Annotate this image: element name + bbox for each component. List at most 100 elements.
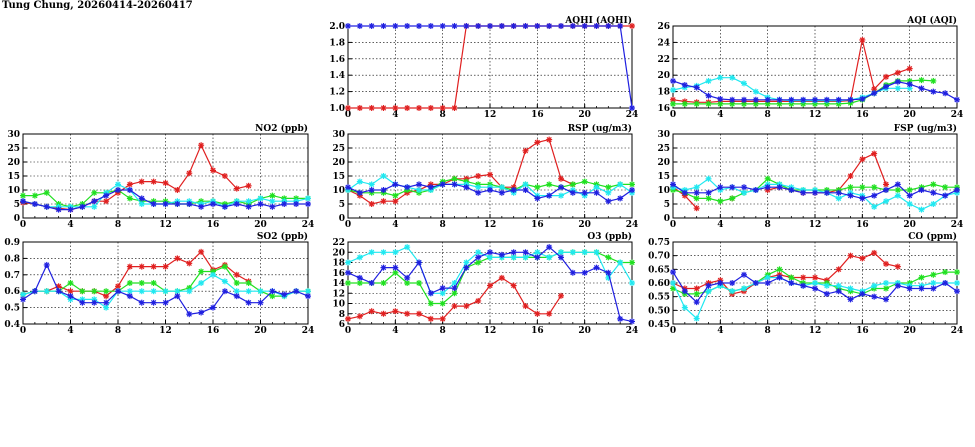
- marker-stroke: [558, 254, 564, 260]
- marker-stroke: [930, 88, 936, 95]
- data-point: [233, 293, 240, 300]
- marker-stroke: [812, 190, 818, 196]
- data-point: [693, 195, 700, 202]
- y-tick-label: 24: [657, 38, 670, 48]
- data-point: [800, 282, 807, 289]
- data-point: [823, 96, 830, 103]
- marker-stroke: [162, 300, 169, 306]
- data-point: [894, 263, 901, 270]
- data-point: [368, 249, 375, 256]
- data-point: [245, 299, 252, 306]
- marker-stroke: [670, 181, 676, 188]
- data-point: [918, 85, 925, 92]
- marker-stroke: [918, 285, 925, 292]
- marker-stroke: [871, 192, 877, 199]
- data-point: [522, 181, 529, 188]
- marker-stroke: [895, 79, 901, 85]
- data-point: [717, 184, 724, 191]
- marker-stroke: [570, 23, 576, 29]
- y-tick-label: 10: [332, 186, 345, 196]
- marker-stroke: [582, 178, 588, 185]
- marker-stroke: [91, 288, 97, 294]
- data-point: [693, 285, 700, 292]
- data-point: [729, 184, 736, 191]
- data-point: [368, 201, 375, 207]
- y-tick-label: 0: [339, 214, 345, 224]
- data-point: [847, 184, 854, 191]
- marker-stroke: [558, 293, 564, 299]
- data-point: [812, 280, 818, 286]
- marker-stroke: [694, 190, 700, 196]
- data-point: [812, 96, 818, 103]
- marker-stroke: [907, 201, 913, 207]
- data-point: [162, 288, 169, 295]
- y-tick-label: 20: [332, 158, 345, 168]
- marker-stroke: [765, 176, 771, 182]
- data-point: [629, 23, 635, 29]
- data-point: [416, 23, 422, 29]
- marker-stroke: [79, 300, 85, 306]
- data-point: [764, 280, 771, 286]
- chart-so2: 0.4 0.5 0.6 0.7 0.8 0.9 0 4 8 12 16 20 24 SO2 (ppb): [4, 231, 314, 336]
- x-tick-label: 0: [345, 110, 351, 120]
- data-point: [681, 82, 688, 89]
- data-point: [404, 105, 411, 111]
- data-point: [67, 206, 74, 213]
- marker-stroke: [115, 288, 121, 294]
- y-tick-label: 16: [332, 269, 345, 279]
- data-point: [823, 290, 830, 297]
- marker-stroke: [800, 190, 806, 196]
- marker-stroke: [428, 105, 434, 111]
- marker-stroke: [198, 204, 204, 210]
- data-point: [115, 181, 121, 188]
- data-point: [859, 36, 866, 43]
- y-tick-label: 0: [14, 214, 20, 224]
- marker-stroke: [269, 293, 275, 299]
- marker-stroke: [954, 269, 960, 275]
- data-point: [510, 254, 517, 261]
- marker-stroke: [127, 293, 133, 299]
- x-tick-label: 12: [484, 326, 497, 336]
- y-tick-label: 30: [657, 130, 670, 140]
- marker-stroke: [369, 23, 375, 29]
- x-tick-label: 20: [578, 326, 591, 336]
- data-point: [605, 23, 612, 29]
- plot-frame: [672, 25, 958, 109]
- data-point: [835, 195, 842, 202]
- marker-stroke: [570, 181, 576, 188]
- x-tick-label: 8: [440, 326, 446, 336]
- y-tick-label: 15: [332, 172, 345, 182]
- data-point: [427, 23, 434, 29]
- data-point: [629, 105, 635, 111]
- marker-stroke: [487, 249, 493, 255]
- x-tick-label: 24: [626, 326, 639, 336]
- data-point: [883, 280, 889, 286]
- marker-stroke: [741, 97, 747, 103]
- data-point: [741, 184, 747, 191]
- data-point: [752, 96, 759, 103]
- x-tick-label: 20: [578, 110, 591, 120]
- marker-stroke: [174, 293, 180, 299]
- marker-stroke: [859, 156, 865, 162]
- marker-stroke: [222, 278, 228, 284]
- marker-stroke: [800, 97, 806, 103]
- data-point: [451, 181, 458, 188]
- marker-stroke: [380, 265, 387, 271]
- data-point: [894, 192, 901, 199]
- data-point: [741, 80, 747, 87]
- marker-stroke: [392, 192, 398, 199]
- plot-frame: [22, 241, 309, 325]
- marker-stroke: [593, 190, 600, 196]
- data-point: [257, 201, 264, 207]
- data-point: [67, 293, 74, 300]
- chart-aqi: 16 18 20 22 24 26 0 4 8 12 16 20 24 AQI (AQI): [657, 15, 963, 120]
- x-tick-label: 16: [856, 220, 869, 230]
- data-point: [569, 189, 576, 196]
- marker-stroke: [357, 190, 363, 196]
- x-tick-label: 8: [115, 326, 121, 336]
- marker-stroke: [369, 187, 375, 193]
- series-blue: [20, 187, 311, 213]
- marker-stroke: [475, 254, 481, 260]
- data-point: [871, 150, 878, 157]
- marker-stroke: [824, 291, 830, 297]
